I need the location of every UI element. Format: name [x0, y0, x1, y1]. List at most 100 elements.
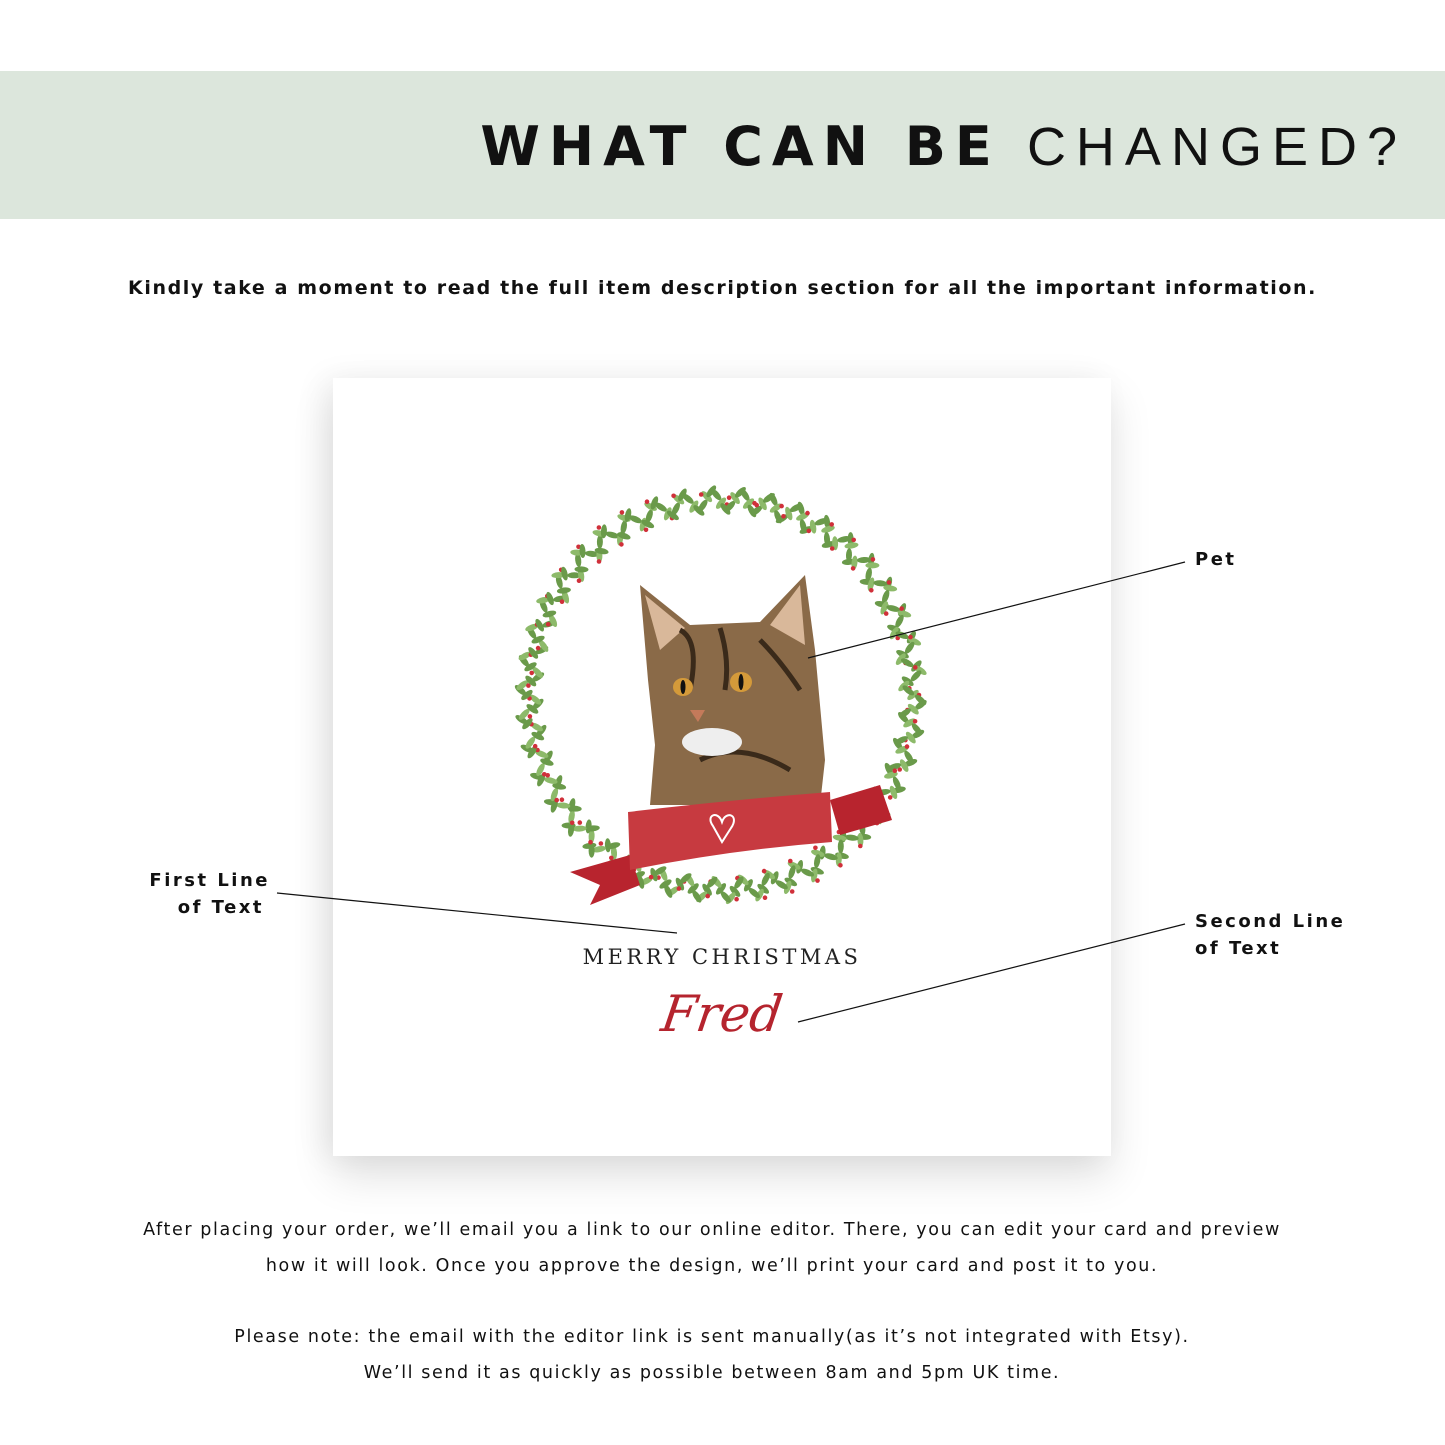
wreath-leaf — [907, 703, 919, 715]
subtitle: Kindly take a moment to read the full it… — [128, 277, 1317, 299]
wreath-berry — [532, 743, 538, 749]
wreath-leaf — [568, 798, 576, 812]
wreath-leaf — [715, 883, 727, 895]
wreath-berry — [577, 820, 583, 825]
footer-line-3: Please note: the email with the editor l… — [234, 1327, 1190, 1347]
wreath-leaf — [898, 711, 909, 724]
wreath-leaf — [905, 731, 916, 744]
wreath-leaf — [526, 704, 539, 714]
wreath-leaf — [911, 729, 925, 739]
wreath-berry — [883, 611, 889, 616]
wreath-berry — [805, 510, 810, 516]
wreath-leaf — [867, 577, 875, 592]
wreath-leaf — [687, 883, 699, 894]
wreath-leaf — [529, 694, 542, 705]
second-line-label-2: of Text — [1195, 938, 1282, 959]
wreath-leaf — [769, 492, 778, 506]
page-title: WHAT CAN BE CHANGED? — [480, 112, 1407, 182]
wreath-leaf — [535, 750, 549, 758]
footer-paragraph-1: After placing your order, we’ll email yo… — [0, 1212, 1424, 1284]
wreath-leaf — [729, 885, 741, 897]
footer-line-2: how it will look. Once you approve the d… — [265, 1256, 1159, 1276]
second-line-label: Second Line of Text — [1195, 908, 1345, 962]
wreath-leaf — [535, 618, 544, 632]
wreath-leaf — [531, 635, 545, 644]
wreath-leaf — [899, 759, 909, 772]
wreath-leaf — [761, 872, 770, 886]
wreath-leaf — [865, 567, 872, 582]
wreath-leaf — [837, 536, 852, 543]
holly-wreath-image — [514, 485, 927, 905]
wreath-leaf — [835, 852, 842, 867]
wreath-leaf — [734, 876, 744, 889]
wreath-leaf — [902, 685, 915, 696]
wreath-berry — [886, 580, 892, 585]
wreath-berry — [850, 566, 856, 571]
wreath-leaf — [579, 544, 586, 558]
wreath-berry — [526, 683, 531, 688]
footer-paragraph-2: Please note: the email with the editor l… — [0, 1319, 1424, 1391]
wreath-leaf — [886, 605, 901, 612]
wreath-leaf — [799, 526, 813, 534]
ribbon-image — [570, 785, 892, 905]
wreath-berry — [576, 578, 582, 583]
wreath-leaf — [659, 879, 672, 889]
wreath-berry — [676, 886, 682, 891]
wreath-leaf — [740, 488, 750, 501]
wreath-berry — [913, 665, 918, 670]
wreath-leaf — [730, 492, 740, 505]
wreath-berry — [545, 622, 551, 627]
wreath-leaf — [903, 718, 916, 728]
wreath-berry — [596, 559, 602, 564]
wreath-leaf — [900, 658, 914, 668]
wreath-leaf — [556, 587, 571, 594]
wreath-leaf — [650, 496, 659, 510]
wreath-berry — [705, 893, 710, 899]
wreath-berry — [762, 895, 768, 900]
wreath-berry — [887, 795, 893, 800]
wreath-leaf — [873, 580, 888, 587]
wreath-leaf — [584, 550, 599, 557]
wreath-leaf — [554, 775, 563, 789]
wreath-leaf — [543, 777, 558, 784]
wreath-leaf — [518, 651, 532, 661]
second-line-label-1: Second Line — [1195, 911, 1346, 932]
pet-callout-line — [807, 561, 1186, 659]
footer-line-4: We’ll send it as quickly as possible bet… — [363, 1363, 1061, 1383]
wreath-leaf — [605, 531, 620, 539]
wreath-leaf — [785, 506, 793, 521]
wreath-leaf — [692, 890, 702, 903]
wreath-berry — [648, 874, 654, 880]
wreath-berry — [529, 670, 534, 676]
wreath-berry — [829, 546, 835, 551]
wreath-leaf — [536, 596, 550, 604]
wreath-leaf — [904, 641, 915, 654]
wreath-berry — [897, 767, 902, 772]
wreath-berry — [554, 797, 559, 803]
wreath-leaf — [844, 542, 859, 549]
wreath-leaf — [814, 854, 821, 869]
wreath-berry — [892, 768, 898, 773]
first-line-label: First Line of Text — [100, 867, 270, 921]
wreath-leaf — [600, 524, 607, 539]
wreath-berry — [908, 634, 913, 640]
wreath-leaf — [567, 572, 582, 579]
wreath-leaf — [543, 750, 553, 763]
wreath-berry — [596, 525, 602, 530]
wreath-leaf — [650, 867, 658, 882]
wreath-leaf — [914, 699, 927, 710]
wreath-leaf — [532, 666, 543, 678]
card-name-text: Fred — [657, 985, 787, 1043]
wreath-leaf — [882, 589, 890, 604]
wreath-berry — [698, 492, 704, 497]
wreath-leaf — [743, 879, 753, 892]
wreath-leaf — [706, 876, 718, 888]
wreath-leaf — [572, 825, 587, 832]
wreath-leaf — [536, 763, 545, 776]
wreath-leaf — [561, 566, 568, 581]
wreath-berry — [869, 588, 874, 593]
wreath-leaf — [788, 865, 796, 879]
wreath-leaf — [550, 787, 559, 802]
wreath-berry — [788, 858, 793, 864]
wreath-leaf — [641, 519, 655, 529]
